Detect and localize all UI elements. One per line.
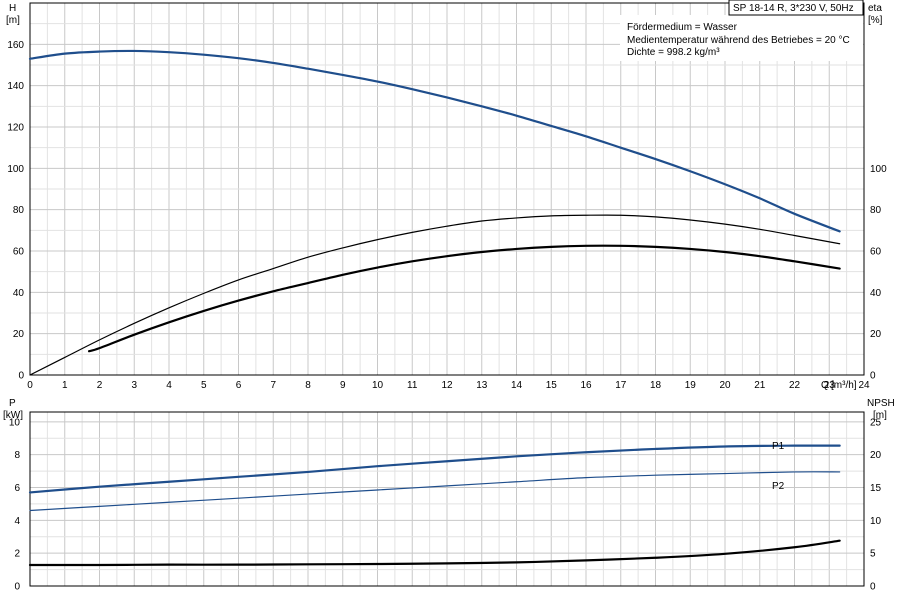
pump-title: SP 18-14 R, 3*230 V, 50Hz: [733, 3, 854, 14]
tick-label-eta: 40: [870, 288, 882, 299]
curve-eta-pump: [87, 244, 841, 353]
info-background: [620, 15, 863, 61]
tick-label-q: 16: [580, 380, 592, 391]
tick-label-q: 20: [719, 380, 731, 391]
top-chart-grid: [30, 3, 865, 375]
tick-label-q: 15: [546, 380, 558, 391]
tick-label-q: 4: [166, 380, 172, 391]
curve-p2: [29, 471, 841, 512]
top-right-axis-ticks: 0 20 40 60 80 100: [870, 164, 887, 382]
tick-label-q: 0: [27, 380, 33, 391]
tick-label-p: 4: [14, 516, 20, 527]
x-axis-ticks: 0 1 2 3 4 5 6 7 8 9 10 11 12 13 14 15 16 17 18 19 20 21 22 23 24: [27, 380, 870, 391]
tick-label-h: 20: [13, 329, 25, 340]
tick-label-q: 10: [372, 380, 384, 391]
tick-label-npsh: 15: [870, 483, 882, 494]
top-left-axis-unit: [m]: [6, 15, 20, 26]
top-right-axis-label: eta: [868, 3, 882, 14]
tick-label-p: 10: [9, 417, 21, 428]
tick-label-q: 5: [201, 380, 207, 391]
tick-label-eta: 0: [870, 371, 876, 382]
tick-label-q: 7: [270, 380, 276, 391]
tick-label-p: 6: [14, 483, 20, 494]
tick-label-p: 2: [14, 549, 20, 560]
x-axis-label: Q: [821, 380, 829, 391]
tick-label-p: 0: [14, 582, 20, 593]
tick-label-q: 23: [824, 380, 836, 391]
tick-label-q: 8: [305, 380, 311, 391]
tick-label-q: 12: [441, 380, 453, 391]
bottom-plot-frame: [29, 411, 865, 587]
info-line-density: Dichte = 998.2 kg/m³: [627, 47, 720, 58]
tick-label-q: 21: [754, 380, 766, 391]
tick-label-h: 80: [13, 205, 25, 216]
tick-label-eta: 100: [870, 164, 887, 175]
tick-label-q: 9: [340, 380, 346, 391]
curve-p1: [28, 444, 841, 494]
tick-label-q: 2: [97, 380, 103, 391]
tick-label-h: 160: [7, 40, 24, 51]
tick-label-q: 6: [236, 380, 242, 391]
tick-label-h: 100: [7, 164, 24, 175]
series-label-p2: P2: [772, 481, 785, 492]
tick-label-h: 60: [13, 247, 25, 258]
tick-label-npsh: 25: [870, 417, 882, 428]
tick-label-q: 19: [685, 380, 697, 391]
info-line-medium: Fördermedium = Wasser: [627, 22, 738, 33]
bottom-left-axis-label: P: [9, 398, 16, 409]
info-line-temperature: Medientemperatur während des Betriebes =…: [627, 35, 850, 46]
bottom-chart-curves: [28, 444, 841, 567]
pump-title-box: [728, 0, 864, 16]
top-right-axis-unit: [%]: [868, 15, 883, 26]
tick-label-q: 3: [131, 380, 137, 391]
tick-label-h: 0: [18, 371, 24, 382]
curve-npsh: [28, 539, 841, 567]
tick-label-h: 140: [7, 81, 24, 92]
tick-label-q: 14: [511, 380, 523, 391]
bottom-left-axis-unit: [kW]: [3, 410, 23, 421]
bottom-right-axis-ticks: 0 5 10 15 20 25: [870, 417, 882, 592]
bottom-right-axis-label: NPSH: [867, 398, 895, 409]
tick-label-eta: 60: [870, 247, 882, 258]
tick-label-npsh: 10: [870, 516, 882, 527]
top-chart-curves: [28, 49, 841, 376]
tick-label-q: 18: [650, 380, 662, 391]
curve-h: [28, 49, 841, 233]
bottom-chart-grid: [30, 412, 865, 586]
tick-label-q: 11: [407, 380, 418, 391]
series-label-p1: P1: [772, 441, 785, 452]
tick-label-npsh: 0: [870, 582, 876, 593]
top-plot-frame: [29, 2, 865, 376]
bottom-right-axis-unit: [m]: [873, 410, 887, 421]
tick-label-q: 1: [62, 380, 68, 391]
curve-eta-total: [29, 214, 841, 376]
tick-label-npsh: 5: [870, 549, 876, 560]
tick-label-p: 8: [14, 450, 20, 461]
tick-label-eta: 80: [870, 205, 882, 216]
top-left-axis-ticks: 0 20 40 60 80 100 120 140 160: [7, 40, 24, 382]
tick-label-npsh: 20: [870, 450, 882, 461]
tick-label-q: 13: [476, 380, 488, 391]
tick-label-eta: 20: [870, 329, 882, 340]
tick-label-q: 22: [789, 380, 801, 391]
x-axis-unit: [m³/h]: [831, 380, 857, 391]
tick-label-q: 17: [615, 380, 627, 391]
top-left-axis-label: H: [9, 3, 16, 14]
tick-label-q: 24: [858, 380, 870, 391]
tick-label-h: 40: [13, 288, 25, 299]
bottom-left-axis-ticks: 0 2 4 6 8 10: [9, 417, 21, 592]
tick-label-h: 120: [7, 123, 24, 134]
